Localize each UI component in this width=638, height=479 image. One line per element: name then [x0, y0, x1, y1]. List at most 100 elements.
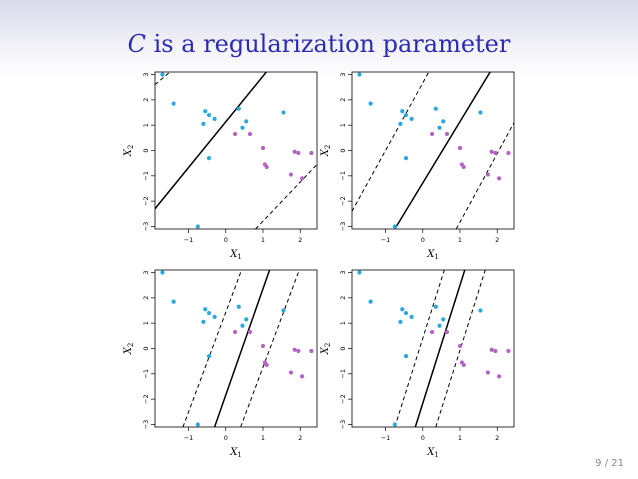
point-purple	[429, 131, 435, 137]
y-axis-label-subscript: 2	[324, 145, 332, 149]
point-blue	[240, 125, 245, 130]
y-tick-label: 1	[339, 123, 347, 127]
x-axis-label-subscript: 1	[434, 253, 438, 261]
point-purple	[429, 329, 435, 335]
points	[357, 72, 511, 229]
point-purple	[247, 329, 253, 335]
point-purple	[485, 370, 491, 375]
boundary-lines	[394, 270, 486, 427]
point-blue	[206, 112, 212, 118]
point-blue	[212, 314, 217, 319]
point-blue	[357, 72, 362, 77]
point-blue	[357, 270, 362, 275]
point-blue	[160, 72, 165, 77]
point-purple	[493, 150, 498, 156]
point-blue	[201, 121, 206, 127]
y-tick-label: 1	[142, 123, 150, 127]
point-purple	[288, 172, 294, 177]
point-blue	[403, 112, 409, 118]
x-tick-label: 0	[224, 434, 228, 442]
y-tick-label: −1	[339, 369, 347, 379]
point-blue	[201, 319, 206, 325]
x-axis-label-subscript: 1	[237, 253, 241, 261]
y-tick-label: −2	[339, 394, 347, 404]
point-purple	[489, 149, 494, 154]
point-purple	[232, 131, 238, 137]
y-tick-label: 1	[142, 321, 150, 325]
header-band	[0, 0, 638, 78]
point-purple	[292, 347, 297, 352]
y-tick-label: 3	[339, 72, 347, 76]
point-blue	[236, 304, 241, 309]
point-purple	[489, 347, 494, 352]
point-blue	[206, 155, 212, 161]
x-tick-label: 1	[261, 434, 265, 442]
y-axis-label: X2	[320, 145, 332, 158]
x-tick-label: 0	[224, 236, 228, 244]
boundary-lines	[155, 72, 317, 229]
y-axis-label: X2	[123, 145, 135, 158]
point-blue	[403, 353, 409, 359]
point-purple	[292, 149, 297, 154]
x-tick-label: −1	[381, 434, 391, 442]
y-tick-label: −1	[339, 171, 347, 181]
separating-hyperplane	[394, 72, 491, 229]
margin-line	[240, 270, 300, 427]
x-tick-label: −1	[184, 434, 194, 442]
separating-hyperplane	[213, 270, 271, 427]
point-blue	[212, 116, 217, 121]
point-purple	[260, 145, 266, 151]
x-axis-label-subscript: 1	[434, 451, 438, 459]
plot-frame	[154, 71, 318, 230]
point-blue	[403, 310, 409, 316]
point-purple	[260, 343, 266, 349]
panel-top-left: −1 0 1 2 −3 −2 −1 0 1 2 3 X1 X2	[123, 71, 318, 261]
point-blue	[171, 299, 176, 304]
point-blue	[171, 101, 176, 106]
margin-line	[155, 72, 171, 86]
panel-bottom-left: −1 0 1 2 −3 −2 −1 0 1 2 3 X1 X2	[123, 269, 318, 459]
point-blue	[409, 314, 414, 319]
x-tick-label: 0	[421, 434, 425, 442]
y-tick-label: 2	[339, 98, 347, 102]
point-blue	[160, 270, 165, 275]
point-purple	[300, 374, 305, 379]
margin-line	[455, 122, 514, 229]
point-purple	[247, 131, 253, 137]
point-blue	[368, 299, 373, 304]
point-purple	[309, 150, 314, 156]
plot-frame	[154, 269, 318, 428]
point-blue	[281, 110, 286, 115]
y-tick-label: 3	[339, 270, 347, 274]
point-purple	[309, 348, 314, 354]
y-tick-label: 0	[142, 148, 150, 152]
y-tick-label: −3	[142, 420, 150, 430]
separating-hyperplane	[155, 72, 268, 210]
x-tick-label: 2	[298, 236, 302, 244]
point-blue	[244, 119, 249, 124]
point-purple	[461, 164, 466, 170]
point-purple	[497, 176, 502, 181]
point-blue	[203, 109, 208, 114]
x-tick-label: 2	[495, 434, 499, 442]
point-blue	[240, 323, 245, 328]
page-number: 9 / 21	[595, 458, 624, 469]
point-blue	[478, 110, 483, 115]
slide-title: C is a regularization parameter	[0, 30, 638, 58]
x-tick-label: 1	[458, 236, 462, 244]
point-blue	[203, 307, 208, 312]
point-purple	[461, 362, 466, 368]
x-tick-label: 1	[458, 434, 462, 442]
y-tick-label: 2	[142, 296, 150, 300]
y-axis-label: X2	[320, 343, 332, 356]
y-tick-label: −2	[142, 196, 150, 206]
point-blue	[236, 106, 241, 111]
x-tick-label: −1	[184, 236, 194, 244]
points	[357, 270, 511, 427]
slide-title-variable: C	[127, 30, 146, 58]
point-purple	[264, 362, 269, 368]
x-tick-label: 2	[495, 236, 499, 244]
y-tick-label: 3	[142, 270, 150, 274]
y-axis-label-subscript: 2	[324, 343, 332, 347]
margin-line	[394, 270, 445, 427]
